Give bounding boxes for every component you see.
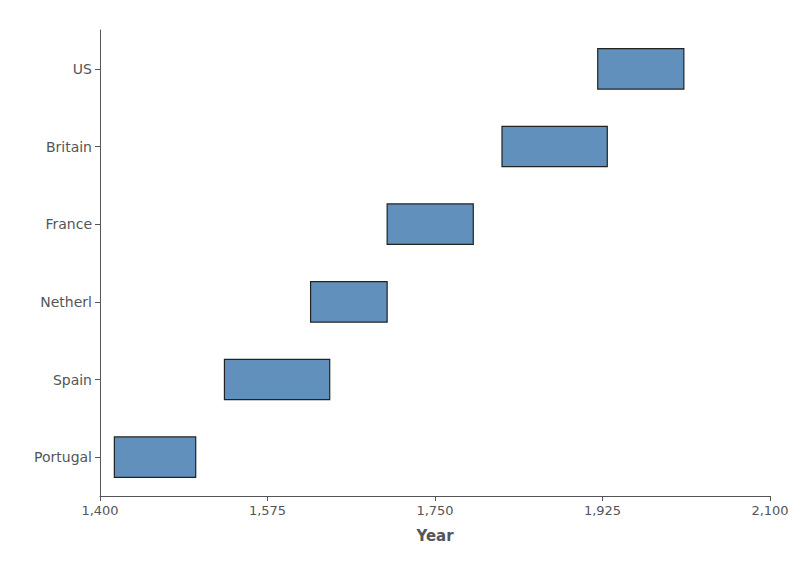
svg-text:Year: Year	[415, 527, 454, 545]
svg-text:1,925: 1,925	[584, 503, 621, 518]
svg-text:2,100: 2,100	[751, 503, 788, 518]
svg-text:1,750: 1,750	[416, 503, 453, 518]
svg-text:France: France	[45, 216, 92, 232]
svg-text:Portugal: Portugal	[34, 449, 92, 465]
svg-text:Spain: Spain	[53, 372, 92, 388]
svg-text:1,575: 1,575	[249, 503, 286, 518]
svg-text:US: US	[73, 61, 92, 77]
svg-text:Britain: Britain	[46, 139, 92, 155]
svg-text:Netherl: Netherl	[40, 294, 92, 310]
svg-text:1,400: 1,400	[81, 503, 118, 518]
